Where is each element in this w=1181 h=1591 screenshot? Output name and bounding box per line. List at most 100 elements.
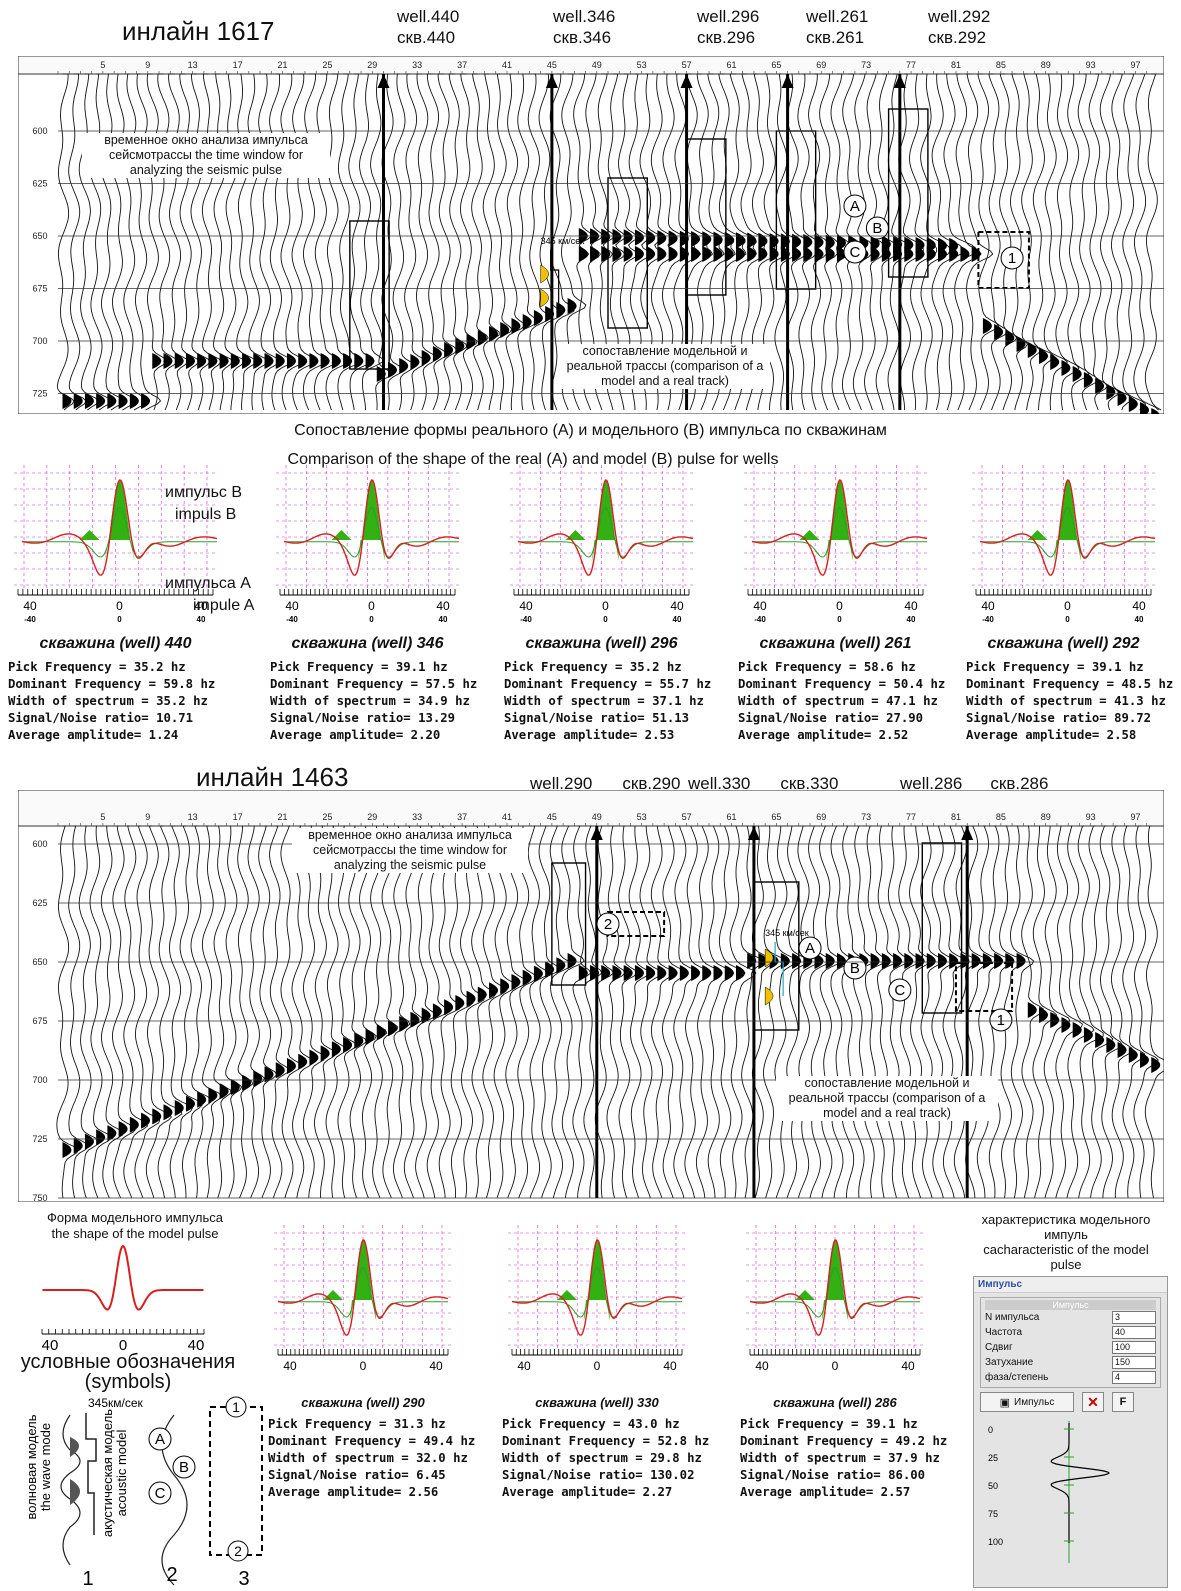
seismic-trace: [314, 825, 337, 1199]
seismic-trace: [78, 825, 101, 1199]
legend-symbols: волновая модель the wave mode акустическая…: [26, 1396, 263, 1590]
well-arrow: [961, 826, 974, 840]
trace-peak: [1117, 1042, 1127, 1058]
trace-peak: [1050, 354, 1060, 370]
seismic-trace: [471, 73, 489, 411]
well-caption: скважина (well) 330: [535, 1395, 659, 1410]
seismic-section-1617: ABC 1 345 км/сек 5 9 13 17 21 25 29 33 37 41 45 49 53 5…: [18, 56, 1164, 414]
seismic-trace: [684, 825, 711, 1199]
trace-peak: [533, 310, 543, 326]
seismic-trace: [482, 825, 507, 1199]
ruler-sublabel: 40: [907, 615, 916, 624]
well-caption: скважина (well) 296: [525, 635, 678, 652]
ruler-label: 40: [436, 599, 450, 613]
ruler-sublabel: 40: [1135, 615, 1144, 624]
ruler-label: 0: [836, 599, 843, 613]
inline-1463-title: инлайн 1463: [196, 762, 349, 792]
seismic-trace: [415, 825, 436, 1199]
setting-input[interactable]: 3: [1112, 1311, 1156, 1324]
trace-number: 29: [367, 812, 377, 822]
trace-peak: [242, 1074, 252, 1091]
trace-number: 89: [1041, 812, 1051, 822]
setting-input[interactable]: 150: [1112, 1356, 1156, 1369]
trace-peak: [556, 957, 566, 974]
trace-peak: [208, 353, 218, 369]
trace-peak: [915, 246, 925, 262]
setting-input[interactable]: 40: [1112, 1326, 1156, 1339]
seismic-trace: [1021, 73, 1041, 411]
setting-label: фаза/степень: [985, 1372, 1049, 1383]
ruler-sublabel: 40: [197, 615, 206, 624]
group-title: Импульс: [985, 1300, 1156, 1310]
legend-index: 3: [238, 1568, 249, 1590]
trace-number: 57: [682, 812, 692, 822]
trace-peak: [1039, 348, 1048, 364]
seismic-trace: [976, 825, 1001, 1198]
setting-input[interactable]: 100: [1112, 1341, 1156, 1354]
trace-peak: [702, 965, 712, 981]
seismic-trace: [931, 825, 955, 1199]
seismic-trace: [314, 73, 339, 411]
trace-peak: [533, 965, 543, 982]
well-caption: скважина (well) 440: [39, 635, 192, 652]
trace-number: 37: [457, 812, 467, 822]
seismic-trace: [639, 825, 663, 1199]
comparison-note-1463: сопоставление модельной и реальной трасс…: [776, 1076, 998, 1121]
well-label-296: well.296 скв.296: [697, 7, 760, 47]
trace-peak: [982, 318, 992, 334]
seismic-trace: [1110, 73, 1133, 411]
comparison-title-ru: Сопоставление формы реального (А) и моде…: [294, 422, 887, 439]
seismic-trace: [237, 825, 254, 1199]
dashed-zone: [954, 962, 1014, 1012]
legend-rotated-label: the wave mode: [38, 1423, 53, 1511]
seismic-trace: [157, 825, 183, 1199]
side-lobe-fill: [557, 1290, 577, 1300]
marker-label: 1: [1008, 250, 1016, 267]
trace-peak: [96, 393, 106, 409]
marker-label: B: [872, 220, 882, 237]
marker-label: 2: [604, 916, 612, 933]
seismic-trace: [774, 825, 798, 1199]
trace-peak: [511, 318, 521, 334]
setting-row: Сдвиг 100: [985, 1340, 1156, 1355]
setting-input[interactable]: 4: [1112, 1371, 1156, 1384]
seismic-trace: [302, 825, 326, 1199]
model-pulse-line: [517, 479, 694, 576]
well-pulse-panel: 40 0 40 -40 0 40 скважина (well) 292 Pick Frequ…: [966, 465, 1173, 744]
trace-number: 25: [322, 60, 332, 70]
trace-peak: [982, 953, 992, 969]
trace-peak: [1095, 378, 1105, 394]
well-arrow: [747, 826, 760, 840]
ruler-label: 0: [594, 1359, 601, 1373]
trace-number: 97: [1131, 60, 1141, 70]
legend-dashed-box: [209, 1406, 263, 1556]
model-pulse-line: [511, 1239, 683, 1336]
seismic-trace: [909, 825, 932, 1199]
pulse-button[interactable]: ▣ Импульс: [980, 1392, 1074, 1412]
trace-peak: [668, 246, 678, 262]
seismic-trace: [864, 825, 887, 1199]
ruler-sublabel: -40: [24, 615, 36, 624]
trace-peak: [96, 1129, 106, 1146]
seismic-trace: [505, 73, 526, 411]
f-button[interactable]: F: [1112, 1392, 1134, 1412]
trace-peak: [634, 246, 644, 262]
trace-peak: [62, 1142, 72, 1158]
trace-number: 69: [816, 812, 826, 822]
trace-peak: [556, 302, 566, 318]
trace-peak: [444, 342, 454, 358]
trace-peak: [612, 965, 622, 981]
trace-peak: [365, 1028, 375, 1045]
seismic-trace: [966, 73, 994, 411]
trace-peak: [298, 353, 308, 369]
seismic-trace: [594, 825, 614, 1199]
seismic-trace: [190, 825, 212, 1199]
ruler-sublabel: 40: [439, 615, 448, 624]
dashed-zone: [977, 231, 1030, 289]
legend-peak: [70, 1437, 79, 1457]
trace-number: 41: [502, 812, 512, 822]
trace-peak: [870, 246, 880, 262]
trace-peak: [477, 986, 487, 1003]
setting-label: Частота: [985, 1327, 1023, 1338]
close-icon[interactable]: ✕: [1082, 1392, 1104, 1412]
